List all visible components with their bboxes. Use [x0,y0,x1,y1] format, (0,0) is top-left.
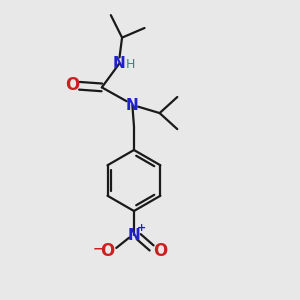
Text: O: O [100,242,114,260]
Text: +: + [137,223,147,233]
Text: N: N [126,98,139,112]
Text: H: H [126,58,135,71]
Text: O: O [154,242,168,260]
Text: N: N [113,56,126,71]
Text: O: O [65,76,80,94]
Text: N: N [128,228,140,243]
Text: −: − [92,242,103,255]
